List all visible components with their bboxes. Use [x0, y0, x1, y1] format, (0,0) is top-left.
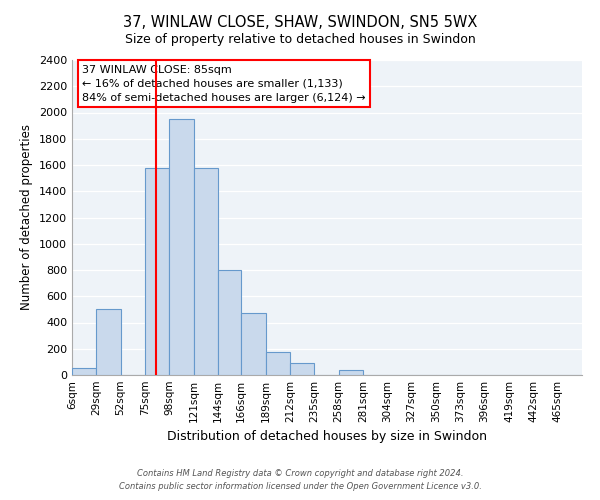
- Y-axis label: Number of detached properties: Number of detached properties: [20, 124, 34, 310]
- Text: Contains HM Land Registry data © Crown copyright and database right 2024.
Contai: Contains HM Land Registry data © Crown c…: [119, 470, 481, 491]
- Bar: [145, 168, 169, 375]
- Text: 37 WINLAW CLOSE: 85sqm
← 16% of detached houses are smaller (1,133)
84% of semi-: 37 WINLAW CLOSE: 85sqm ← 16% of detached…: [82, 64, 366, 102]
- Text: Size of property relative to detached houses in Swindon: Size of property relative to detached ho…: [125, 32, 475, 46]
- Bar: [241, 314, 266, 375]
- Bar: [338, 370, 363, 375]
- Text: 37, WINLAW CLOSE, SHAW, SWINDON, SN5 5WX: 37, WINLAW CLOSE, SHAW, SWINDON, SN5 5WX: [123, 15, 477, 30]
- Bar: [290, 363, 314, 375]
- Bar: [218, 270, 241, 375]
- Bar: [266, 352, 290, 375]
- Bar: [72, 368, 97, 375]
- Bar: [169, 119, 194, 375]
- Bar: [194, 168, 218, 375]
- Bar: [97, 310, 121, 375]
- X-axis label: Distribution of detached houses by size in Swindon: Distribution of detached houses by size …: [167, 430, 487, 444]
